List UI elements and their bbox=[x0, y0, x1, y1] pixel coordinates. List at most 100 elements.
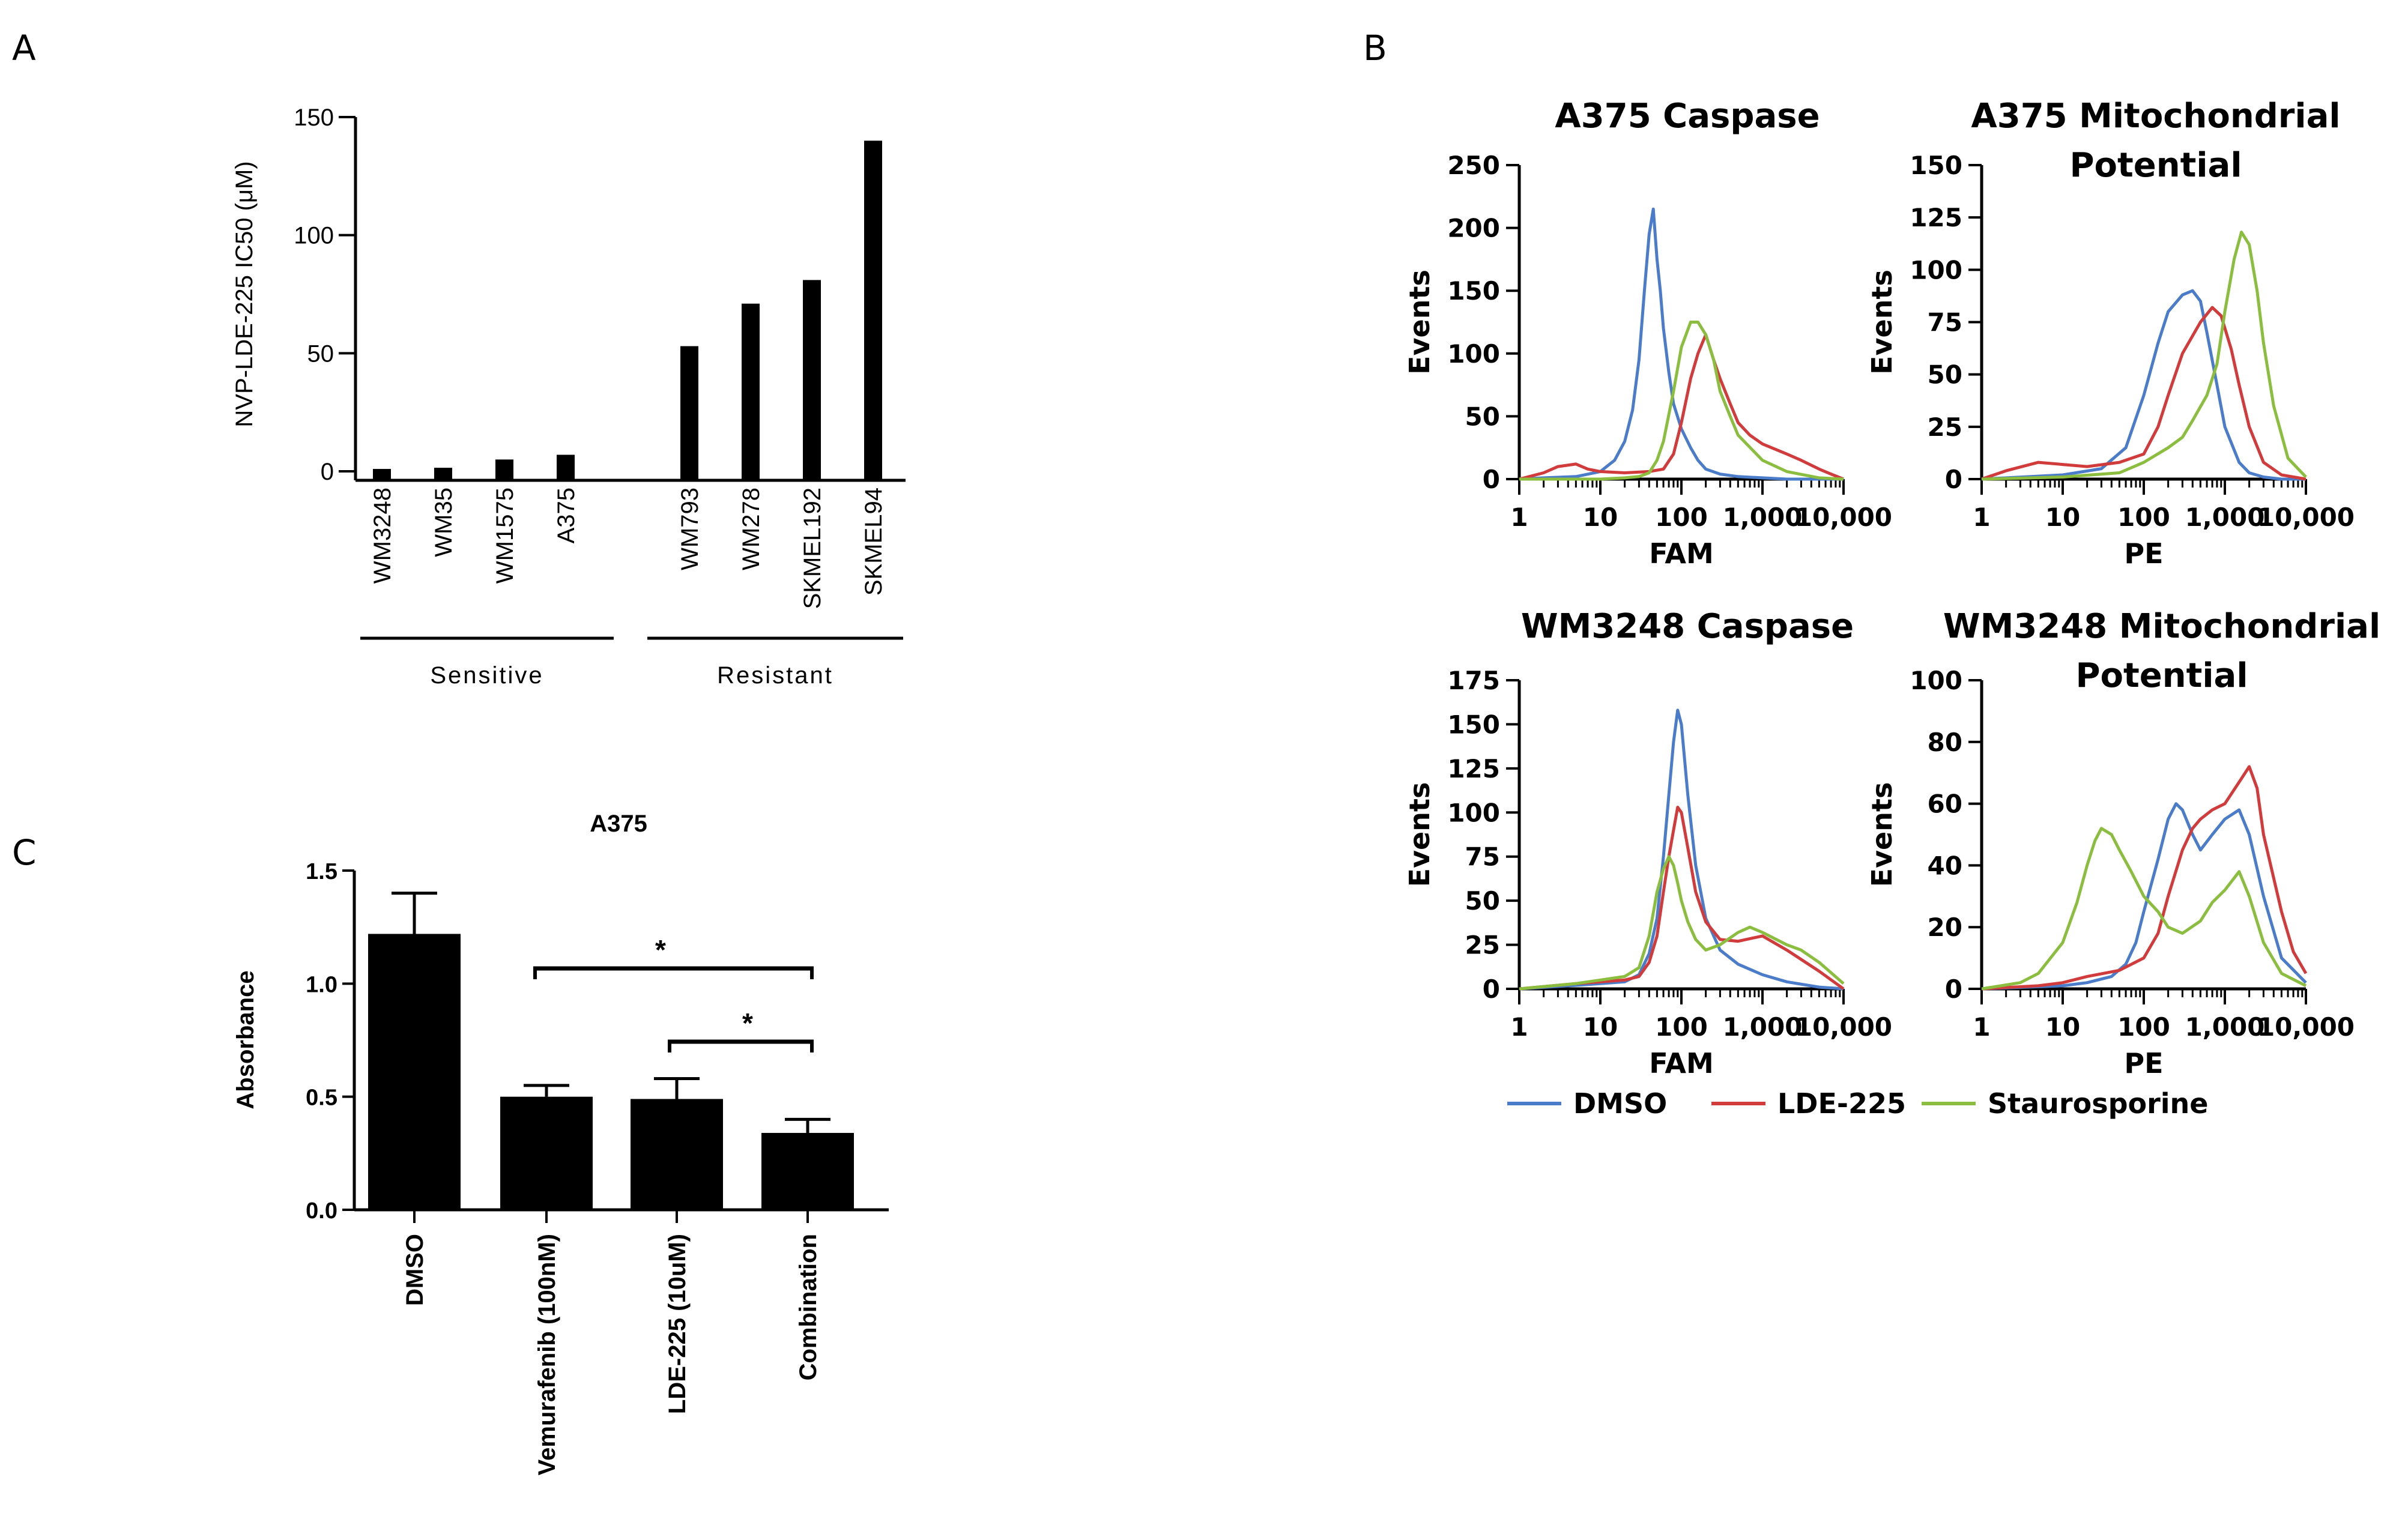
y-tick-label: 60 bbox=[1928, 790, 1962, 819]
x-tick-label: 1 bbox=[1973, 503, 1990, 532]
x-tick-label: Vemurafenib (100nM) bbox=[534, 1234, 560, 1475]
bar-wm35 bbox=[434, 468, 452, 480]
y-tick-label: 0 bbox=[1945, 465, 1962, 494]
y-tick-label: 150 bbox=[294, 104, 334, 131]
y-tick-label: 200 bbox=[1447, 214, 1500, 243]
series-staurosporine bbox=[1981, 231, 2307, 481]
series-lde-225 bbox=[1519, 806, 1845, 991]
x-tick-label: 10,000 bbox=[1795, 503, 1892, 532]
chart-title: A375 Mitochondrial bbox=[1971, 97, 2340, 136]
y-tick-label: 1.5 bbox=[306, 859, 337, 884]
series-dmso bbox=[1519, 207, 1844, 481]
chart-b-wm3248-caspase: WM3248 Caspase 0 25 50 75 100 125 150 175 1 10 100 1… bbox=[1403, 607, 1892, 1080]
series-dmso bbox=[1981, 802, 2307, 991]
x-tick-label: 1 bbox=[1510, 1012, 1528, 1042]
bar-wm1575 bbox=[495, 459, 513, 480]
series-staurosporine bbox=[1519, 855, 1845, 991]
chart-title: WM3248 Mitochondrial bbox=[1943, 607, 2380, 646]
series-lde-225 bbox=[1981, 765, 2308, 991]
panel-letter-b: B bbox=[1363, 28, 1387, 68]
y-axis-label: Events bbox=[1403, 782, 1436, 887]
bar-0 bbox=[368, 934, 461, 1210]
legend-b: DMSO LDE-225 Staurosporine bbox=[1507, 1087, 2209, 1120]
y-tick-label: 75 bbox=[1465, 842, 1500, 872]
x-axis-label: FAM bbox=[1649, 1047, 1714, 1080]
y-tick-label: 100 bbox=[1910, 255, 1962, 285]
x-axis-label: PE bbox=[2124, 537, 2163, 570]
x-tick-label: 1,000 bbox=[2185, 1012, 2265, 1042]
y-tick-label: 100 bbox=[294, 223, 334, 249]
x-tick-label: WM1575 bbox=[492, 488, 518, 584]
group-label-sensitive: Sensitive bbox=[430, 662, 543, 689]
x-tick-label: 100 bbox=[1655, 1012, 1708, 1042]
y-tick-label: 100 bbox=[1447, 339, 1500, 369]
y-tick-label: 50 bbox=[1465, 402, 1500, 431]
x-tick-label: 10 bbox=[1583, 1012, 1618, 1042]
y-tick-label: 0 bbox=[1483, 974, 1500, 1004]
bar-2 bbox=[631, 1099, 723, 1210]
x-tick-label: WM793 bbox=[677, 488, 703, 570]
x-tick-label: SKMEL192 bbox=[799, 488, 826, 609]
significance-star: * bbox=[742, 1007, 753, 1039]
chart-c-absorbance: A375 0.0 0.5 1.0 1.5 Absorbance DMSO Vemurafeni… bbox=[232, 811, 889, 1475]
chart-title: A375 bbox=[590, 811, 647, 837]
x-tick-label: 100 bbox=[2117, 1012, 2170, 1042]
y-axis-label: Events bbox=[1866, 782, 1898, 887]
x-tick-label: WM35 bbox=[431, 488, 457, 557]
y-tick-label: 0 bbox=[321, 459, 334, 485]
series-staurosporine bbox=[1519, 321, 1844, 481]
bar-a375 bbox=[557, 454, 575, 480]
chart-a-ic50: 0 50 100 150 NVP-LDE-225 IC50 (μM) WM3248 WM35… bbox=[231, 104, 906, 689]
x-tick-label: 10,000 bbox=[2257, 503, 2355, 532]
y-tick-label: 80 bbox=[1928, 728, 1962, 757]
y-axis-label: Events bbox=[1866, 270, 1898, 375]
legend-label-lde-225: LDE-225 bbox=[1777, 1087, 1906, 1120]
x-tick-label: 10,000 bbox=[1795, 1012, 1892, 1042]
bar-skmel192 bbox=[803, 280, 821, 480]
chart-title: WM3248 Caspase bbox=[1521, 607, 1854, 646]
y-tick-label: 0.5 bbox=[306, 1086, 337, 1111]
y-tick-label: 0 bbox=[1945, 974, 1962, 1004]
x-tick-label: WM278 bbox=[738, 488, 764, 570]
significance-star: * bbox=[655, 934, 666, 965]
chart-b-a375-caspase: A375 Caspase 0 50 100 150 200 250 1 10 100 1,00010… bbox=[1403, 97, 1892, 570]
y-tick-label: 150 bbox=[1447, 276, 1500, 306]
x-axis-label: FAM bbox=[1649, 537, 1714, 570]
y-axis-label: Absorbance bbox=[232, 970, 259, 1109]
legend-label-dmso: DMSO bbox=[1573, 1087, 1667, 1120]
y-axis-label: Events bbox=[1403, 270, 1436, 375]
chart-title: Potential bbox=[2069, 146, 2242, 185]
y-tick-label: 20 bbox=[1928, 913, 1962, 942]
y-tick-label: 25 bbox=[1465, 931, 1500, 960]
y-tick-label: 150 bbox=[1910, 151, 1962, 180]
x-tick-label: SKMEL94 bbox=[861, 488, 887, 596]
x-tick-label: 10,000 bbox=[2257, 1012, 2355, 1042]
y-tick-label: 50 bbox=[1928, 360, 1962, 390]
y-tick-label: 0 bbox=[1483, 465, 1500, 494]
group-label-resistant: Resistant bbox=[717, 662, 833, 689]
x-tick-label: WM3248 bbox=[369, 488, 396, 584]
y-tick-label: 125 bbox=[1910, 203, 1962, 232]
bar-wm278 bbox=[742, 303, 760, 480]
x-tick-label: 1,000 bbox=[1723, 1012, 1803, 1042]
x-tick-label: DMSO bbox=[402, 1234, 428, 1306]
x-axis-label: PE bbox=[2124, 1047, 2163, 1080]
y-tick-label: 50 bbox=[307, 340, 334, 367]
x-tick-label: 1 bbox=[1973, 1012, 1990, 1042]
x-tick-label: 10 bbox=[1583, 503, 1618, 532]
series-lde-225 bbox=[1981, 306, 2307, 481]
series-dmso bbox=[1981, 289, 2306, 481]
x-tick-label: 10 bbox=[2045, 503, 2080, 532]
x-tick-label: A375 bbox=[553, 488, 579, 543]
x-tick-label: 1,000 bbox=[2185, 503, 2265, 532]
series-lde-225 bbox=[1519, 333, 1844, 481]
chart-b-a375-mito: A375 Mitochondrial Potential 0 25 50 75 100 125… bbox=[1866, 97, 2355, 570]
y-tick-label: 1.0 bbox=[306, 972, 337, 997]
x-tick-label: 100 bbox=[2117, 503, 2170, 532]
bar-wm793 bbox=[680, 346, 698, 480]
chart-title: A375 Caspase bbox=[1555, 97, 1820, 136]
bar-wm3248 bbox=[373, 469, 391, 480]
y-tick-label: 25 bbox=[1928, 412, 1962, 442]
x-tick-label: 100 bbox=[1655, 503, 1708, 532]
